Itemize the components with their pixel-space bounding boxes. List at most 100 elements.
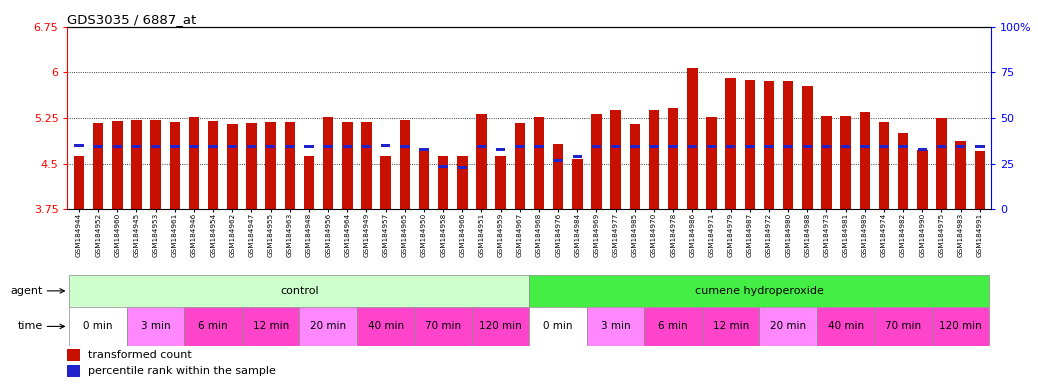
Bar — [246, 123, 256, 209]
Bar — [414, 307, 472, 346]
Bar — [629, 124, 640, 209]
Bar — [859, 112, 870, 209]
Text: percentile rank within the sample: percentile rank within the sample — [88, 366, 276, 376]
Bar — [419, 147, 429, 151]
Bar — [898, 144, 908, 147]
Text: 0 min: 0 min — [543, 321, 573, 331]
Bar — [610, 110, 621, 209]
Bar — [112, 121, 122, 209]
Bar — [458, 166, 467, 169]
Bar — [304, 156, 315, 209]
Bar — [649, 144, 659, 147]
Bar — [131, 120, 142, 209]
Bar — [127, 307, 185, 346]
Bar — [841, 144, 850, 147]
Bar — [667, 108, 679, 209]
Bar — [726, 78, 736, 209]
Text: 0 min: 0 min — [83, 321, 113, 331]
Bar — [932, 307, 989, 346]
Bar — [535, 144, 544, 147]
Bar — [438, 156, 448, 209]
Bar — [874, 307, 932, 346]
Bar — [185, 307, 242, 346]
Bar — [227, 145, 237, 148]
Bar — [343, 122, 353, 209]
Text: 3 min: 3 min — [601, 321, 630, 331]
Bar — [744, 80, 755, 209]
Bar — [706, 117, 716, 209]
Bar — [515, 123, 525, 209]
Bar — [687, 68, 698, 209]
Bar — [74, 156, 84, 209]
Bar — [242, 307, 299, 346]
Bar — [917, 150, 928, 209]
Bar — [879, 122, 890, 209]
Bar — [400, 120, 410, 209]
Bar — [92, 123, 104, 209]
Bar — [630, 144, 639, 147]
Bar — [861, 144, 870, 147]
Bar — [70, 307, 127, 346]
Bar — [649, 110, 659, 209]
Bar — [380, 156, 391, 209]
Bar — [112, 144, 122, 147]
Bar — [170, 145, 180, 148]
Text: 3 min: 3 min — [141, 321, 170, 331]
Bar — [151, 144, 161, 147]
Bar — [611, 144, 621, 147]
Bar — [707, 144, 716, 147]
Bar — [955, 141, 966, 209]
Bar — [169, 122, 180, 209]
Bar — [227, 124, 238, 209]
Bar — [529, 275, 989, 307]
Bar — [266, 144, 275, 147]
Bar — [381, 144, 390, 147]
Bar — [726, 144, 735, 147]
Bar — [209, 144, 218, 147]
Bar — [496, 147, 506, 151]
Text: cumene hydroperoxide: cumene hydroperoxide — [694, 286, 824, 296]
Text: GDS3035 / 6887_at: GDS3035 / 6887_at — [67, 13, 197, 26]
Bar — [764, 81, 774, 209]
Text: 6 min: 6 min — [198, 321, 228, 331]
Bar — [745, 144, 755, 147]
Bar — [189, 144, 198, 147]
Bar — [495, 156, 506, 209]
Bar — [975, 151, 985, 209]
Bar — [802, 86, 813, 209]
Text: 70 min: 70 min — [426, 321, 461, 331]
Text: 12 min: 12 min — [252, 321, 289, 331]
Bar — [67, 365, 80, 377]
Bar — [822, 144, 831, 147]
Bar — [573, 155, 582, 158]
Bar — [361, 144, 372, 147]
Bar — [879, 144, 889, 147]
Text: 120 min: 120 min — [480, 321, 522, 331]
Bar — [687, 144, 698, 147]
Bar — [783, 81, 793, 209]
Bar — [817, 307, 874, 346]
Bar — [67, 349, 80, 361]
Bar — [323, 118, 333, 209]
Bar — [702, 307, 760, 346]
Bar — [247, 144, 256, 147]
Bar — [284, 122, 295, 209]
Bar — [93, 145, 103, 148]
Bar — [586, 307, 645, 346]
Bar — [285, 144, 295, 147]
Bar — [75, 144, 84, 147]
Bar — [975, 144, 984, 147]
Bar — [529, 307, 586, 346]
Text: 12 min: 12 min — [712, 321, 748, 331]
Text: 120 min: 120 min — [939, 321, 982, 331]
Bar — [208, 121, 218, 209]
Bar — [553, 159, 563, 162]
Bar — [898, 133, 908, 209]
Bar — [266, 122, 276, 209]
Text: transformed count: transformed count — [88, 350, 192, 360]
Bar — [515, 144, 524, 147]
Bar — [645, 307, 702, 346]
Text: agent: agent — [10, 286, 43, 296]
Bar — [304, 145, 313, 148]
Bar — [132, 145, 141, 148]
